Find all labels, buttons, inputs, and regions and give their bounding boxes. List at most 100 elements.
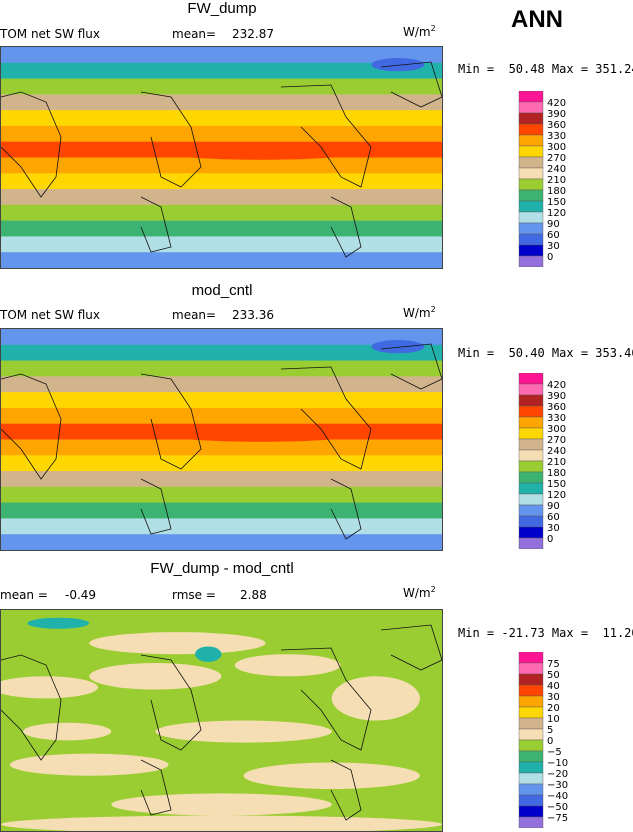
panel-1-mean-value: 232.87 <box>232 27 274 41</box>
difference-patch <box>23 722 112 741</box>
panel-2-title: mod_cntl <box>191 282 253 299</box>
colorbar-tick-label: 210 <box>547 457 566 468</box>
zonal-band <box>1 344 442 362</box>
zonal-band <box>1 125 442 143</box>
colorbar-tick-label: 120 <box>547 490 566 501</box>
panel-2-map <box>0 328 443 551</box>
difference-patch <box>331 676 420 721</box>
panel-1-minmax: Min = 50.48 Max = 351.24 <box>458 62 633 76</box>
colorbar-tick-label: 0 <box>547 736 553 747</box>
colorbar-swatch <box>518 493 544 506</box>
panel-3-rmse-label: rmse = <box>172 588 216 602</box>
zonal-band <box>1 376 442 393</box>
colorbar-tick-label: 180 <box>547 468 566 479</box>
zonal-band <box>1 110 442 127</box>
coastline <box>1 91 62 198</box>
coastline <box>140 759 172 816</box>
colorbar-swatch <box>518 794 544 807</box>
coastline <box>380 343 442 390</box>
colorbar-swatch <box>518 200 544 213</box>
colorbar-swatch <box>518 123 544 136</box>
colorbar-swatch <box>518 460 544 473</box>
colorbar-swatch <box>518 673 544 686</box>
colorbar-swatch <box>518 695 544 708</box>
colorbar-swatch <box>518 805 544 818</box>
coastline <box>280 84 372 188</box>
zonal-band <box>1 94 442 111</box>
zonal-band <box>1 236 442 253</box>
zonal-band <box>1 220 442 237</box>
colorbar-swatch <box>518 816 544 828</box>
units-text: W/m <box>403 586 431 600</box>
colorbar-tick-label: 300 <box>547 142 566 153</box>
units-sup: 2 <box>430 24 436 33</box>
coastline <box>140 196 172 253</box>
warm-pool-blob <box>314 424 341 433</box>
zonal-band <box>1 360 442 377</box>
colorbar-swatch <box>518 449 544 462</box>
panel-3-map <box>0 609 443 832</box>
negative-anomaly-blob <box>27 617 90 629</box>
colorbar-tick-label: 60 <box>547 230 560 241</box>
units-text: W/m <box>403 25 431 39</box>
panel-3-minmax: Min = -21.73 Max = 11.20 <box>458 626 633 640</box>
colorbar-tick-label: 30 <box>547 692 560 703</box>
colorbar-tick-label: 390 <box>547 109 566 120</box>
zonal-band <box>1 502 442 519</box>
colorbar-tick-label: 420 <box>547 380 566 391</box>
colorbar-swatch <box>518 405 544 418</box>
coastline <box>140 373 202 470</box>
panel-1-variable-label: TOM net SW flux <box>0 27 101 41</box>
zonal-band <box>1 173 442 190</box>
units-text: W/m <box>403 306 431 320</box>
coastline <box>140 478 172 535</box>
colorbar-swatch <box>518 739 544 752</box>
panel-2-variable-label: TOM net SW flux <box>0 308 101 322</box>
colorbar-tick-label: −40 <box>547 791 568 802</box>
zonal-band <box>1 62 442 80</box>
zonal-band <box>1 455 442 472</box>
zonal-band <box>1 534 442 550</box>
colorbar-swatch <box>518 222 544 235</box>
panel-3-rmse-value: 2.88 <box>240 588 267 602</box>
difference-patch <box>1 815 442 831</box>
colorbar-swatch <box>518 728 544 741</box>
zonal-band <box>1 78 442 95</box>
colorbar-swatch <box>518 652 544 664</box>
panel-3-mean-value: -0.49 <box>65 588 97 602</box>
zonal-band <box>1 204 442 222</box>
colorbar-swatch <box>518 515 544 528</box>
colorbar-swatch <box>518 101 544 114</box>
colorbar-tick-label: 330 <box>547 131 566 142</box>
polar-low-blob <box>371 58 425 72</box>
zonal-band <box>1 486 442 504</box>
zonal-band <box>1 392 442 409</box>
colorbar-swatch <box>518 662 544 675</box>
colorbar-tick-label: −30 <box>547 780 568 791</box>
colorbar-swatch <box>518 156 544 169</box>
colorbar-swatch <box>518 504 544 517</box>
panel-1-title: FW_dump <box>187 0 257 17</box>
panel-3-colorbar: 75 50 40 30 20 10 5 0 −5 −10 −20 −30 −40 −50 −75 <box>517 652 577 828</box>
panel-2-colorbar: 420 390 360 330 300 270 240 210 180 150 120 90 60 30 0 <box>517 373 577 549</box>
coastline <box>1 373 62 480</box>
colorbar-tick-label: 210 <box>547 175 566 186</box>
panel-2-mean-label: mean= <box>172 308 217 322</box>
panel-3-mean-label: mean = <box>0 588 48 602</box>
colorbar-swatch <box>518 178 544 191</box>
coastline <box>330 196 362 258</box>
colorbar-swatch <box>518 373 544 385</box>
colorbar-swatch <box>518 761 544 774</box>
colorbar-swatch <box>518 91 544 103</box>
zonal-band <box>1 189 442 206</box>
colorbar-tick-label: 240 <box>547 164 566 175</box>
colorbar-tick-label: 90 <box>547 501 560 512</box>
coastline <box>280 647 372 751</box>
coastline <box>1 654 62 761</box>
colorbar-swatch <box>518 112 544 125</box>
colorbar-tick-label: 75 <box>547 659 560 670</box>
zonal-band <box>1 329 442 346</box>
coastline <box>140 91 202 188</box>
